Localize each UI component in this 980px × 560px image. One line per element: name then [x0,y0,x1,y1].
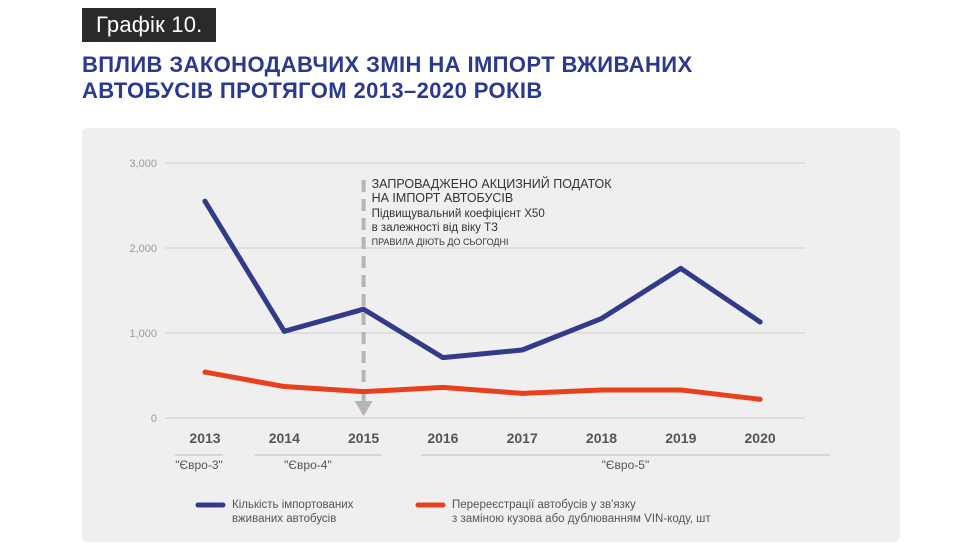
euro-standard-label-0: "Євро-3" [175,458,223,472]
euro-standard-label-1: "Євро-4" [284,458,332,472]
y-tick-label-3000: 3,000 [129,158,157,170]
chart-title-line-1: ВПЛИВ ЗАКОНОДАВЧИХ ЗМІН НА ІМПОРТ ВЖИВАН… [82,52,693,77]
series-1-point-2013 [202,198,208,204]
chart-number-badge: Графік 10. [82,8,217,42]
x-tick-label-2017: 2017 [507,430,538,446]
x-tick-label-2019: 2019 [665,430,696,446]
x-tick-label-2015: 2015 [348,430,379,446]
x-tick-label-2013: 2013 [189,430,220,446]
chart-title-line-2: АВТОБУСІВ ПРОТЯГОМ 2013–2020 РОКІВ [82,78,543,103]
y-tick-label-0: 0 [151,413,157,425]
series-line-1 [202,198,763,361]
annotation-arrow-head [354,401,373,416]
annotation-text-line-5: ПРАВИЛА ДІЮТЬ ДО СЬОГОДНІ [372,237,509,247]
chart-panel [82,128,900,542]
x-tick-label-2020: 2020 [745,430,776,446]
annotation-text-line-3: Підвищувальний коефіцієнт X50 [372,208,545,220]
series-2-point-2014 [281,384,287,390]
series-1-point-2014 [281,328,287,334]
series-2-point-2015 [361,389,367,395]
annotation-text-line-2: НА ІМПОРТ АВТОБУСІВ [372,191,514,205]
x-tick-label-2018: 2018 [586,430,617,446]
y-tick-label-2000: 2,000 [129,243,157,255]
annotation-text-line-1: ЗАПРОВАДЖЕНО АКЦИЗНИЙ ПОДАТОК [372,176,613,191]
series-2-point-2018 [599,387,604,393]
series-1-point-2018 [599,316,604,322]
series-1-point-2017 [519,347,525,353]
x-tick-label-2016: 2016 [427,430,458,446]
y-tick-label-1000: 1,000 [129,328,157,340]
series-1-point-2015 [361,306,367,312]
series-2-point-2020 [757,396,763,402]
legend-label-1-line-1: Кількість імпортованих [232,499,354,511]
legend-label-2-line-2: з заміною кузова або дублюванням VIN-код… [452,513,711,525]
series-2-point-2013 [202,369,208,375]
legend-label-1-line-2: вживаних автобусів [232,513,336,525]
series-1-point-2020 [757,319,763,325]
series-2-point-2016 [440,384,446,390]
euro-standard-label-2: "Євро-5" [602,458,650,472]
x-tick-label-2014: 2014 [269,430,300,446]
series-1-point-2019 [678,265,684,271]
annotation-text-line-4: в залежності від віку ТЗ [372,222,498,234]
series-2-point-2017 [519,390,525,396]
legend-label-2-line-1: Перереєстрації автобусів у зв'язку [452,499,636,511]
series-1-point-2016 [440,355,446,361]
chart-title: ВПЛИВ ЗАКОНОДАВЧИХ ЗМІН НА ІМПОРТ ВЖИВАН… [82,52,902,104]
series-2-point-2019 [678,387,684,393]
series-line-2 [202,369,763,402]
